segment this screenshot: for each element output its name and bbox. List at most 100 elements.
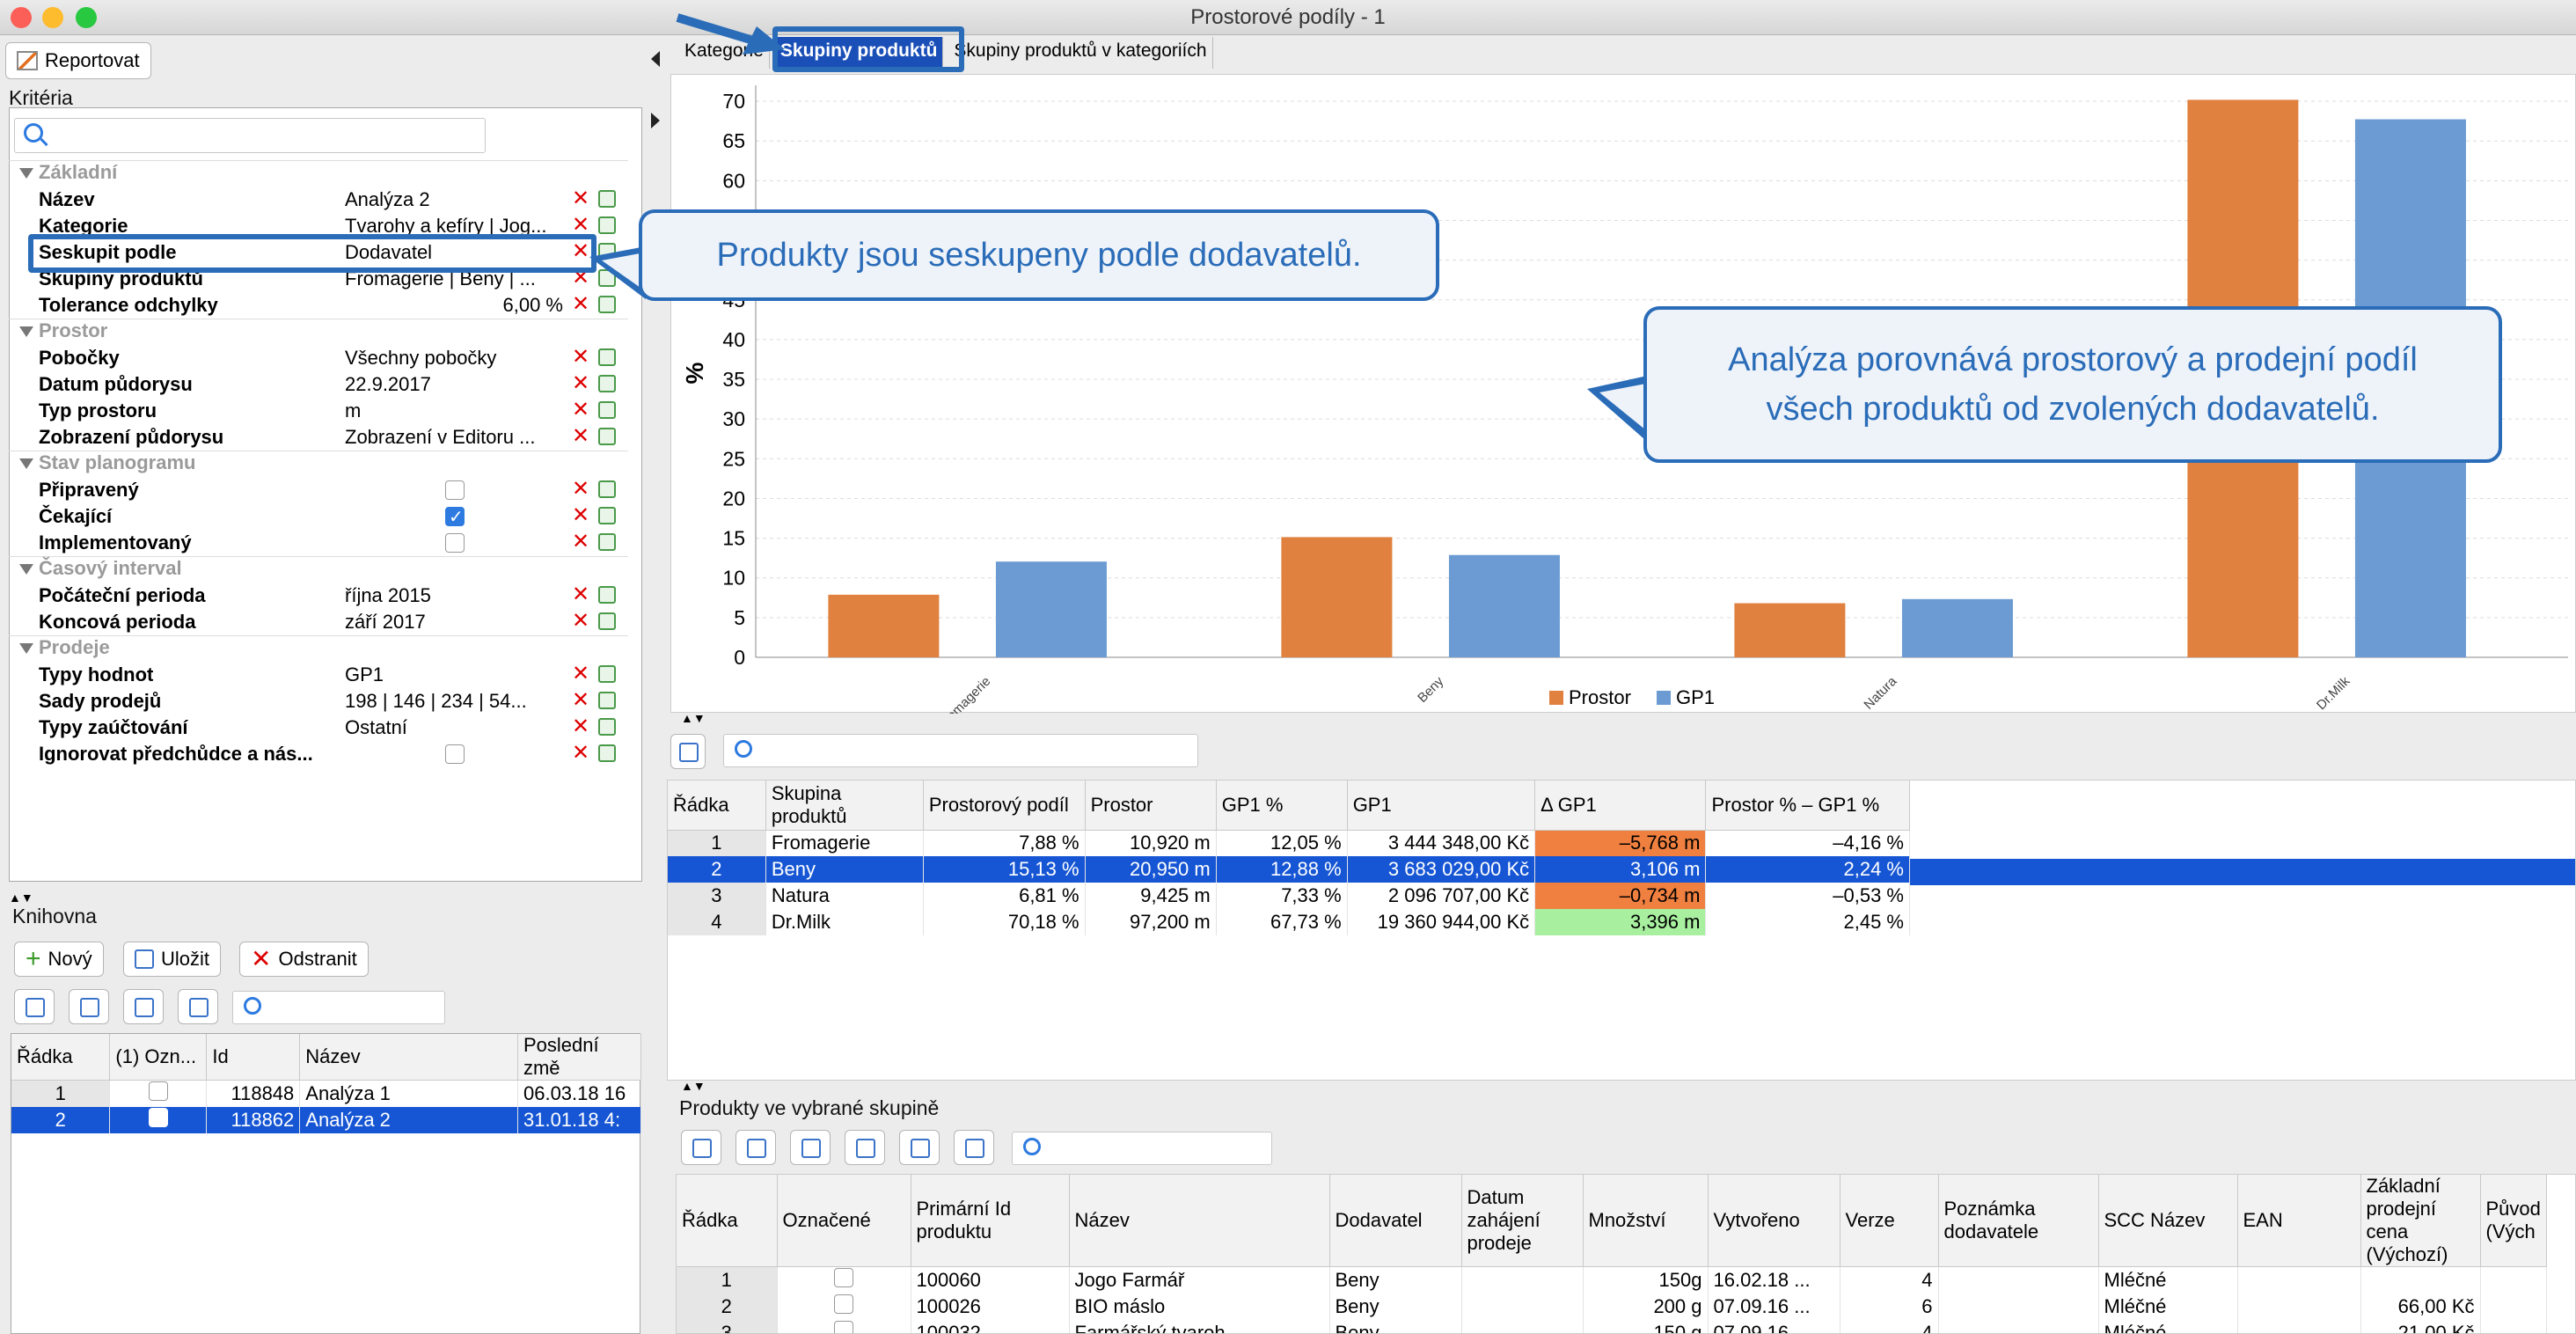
column-header[interactable]: Základní prodejní cena (Výchozí)	[2360, 1175, 2481, 1267]
column-header[interactable]: Verze	[1840, 1175, 1939, 1267]
help-tool[interactable]	[123, 989, 164, 1024]
delete-button[interactable]: ✕ Odstranit	[239, 942, 369, 977]
criteria-value[interactable]: října 2015	[345, 584, 431, 606]
criteria-checkbox[interactable]	[445, 506, 465, 528]
clear-icon[interactable]: ✕	[572, 688, 590, 712]
new-button[interactable]: + Nový	[14, 942, 104, 977]
criteria-row[interactable]: Připravený ✕	[9, 477, 628, 503]
table-row[interactable]: 4 Dr.Milk 70,18 % 97,200 m 67,73 % 19 360 944…	[668, 909, 1910, 935]
table-row[interactable]: 2 Beny 15,13 % 20,950 m 12,88 % 3 683 029,00 …	[668, 856, 1910, 883]
clear-icon[interactable]: ✕	[572, 530, 590, 553]
clear-icon[interactable]: ✕	[572, 239, 590, 263]
column-header[interactable]: Prostor	[1085, 781, 1217, 831]
criteria-value[interactable]: 198 | 146 | 234 | 54...	[345, 690, 527, 712]
zoom-window-button[interactable]	[76, 7, 97, 28]
table-row[interactable]: 3 Natura 6,81 % 9,425 m 7,33 % 2 096 707,00 K…	[668, 883, 1910, 909]
edit-icon[interactable]	[598, 533, 616, 551]
tab-product-groups[interactable]: Skupiny produktů	[774, 37, 944, 69]
criteria-checkbox[interactable]	[445, 533, 465, 553]
column-header[interactable]: Prostorový podíl	[923, 781, 1086, 831]
row-checkbox[interactable]	[834, 1294, 853, 1314]
column-header[interactable]: Řádka	[677, 1175, 778, 1267]
criteria-row[interactable]: Tolerance odchylky 6,00 % ✕	[9, 292, 628, 319]
criteria-group-header[interactable]: Prodeje	[9, 635, 628, 662]
criteria-value[interactable]: GP1	[345, 663, 384, 685]
criteria-checkbox[interactable]	[445, 480, 465, 500]
column-header[interactable]: Původ (Vých	[2480, 1175, 2547, 1267]
table-row[interactable]: 3 100032 Farmářský tvaroh Beny 150 g 07.09.16…	[677, 1319, 2547, 1333]
export-tool[interactable]	[670, 734, 706, 769]
criteria-group-header[interactable]: Základní	[9, 160, 628, 187]
clear-icon[interactable]: ✕	[572, 609, 590, 633]
edit-icon[interactable]	[598, 296, 616, 313]
edit-icon[interactable]	[598, 692, 616, 709]
column-header[interactable]: Δ GP1	[1534, 781, 1707, 831]
column-header[interactable]: Id	[206, 1034, 301, 1081]
edit-icon[interactable]	[598, 480, 616, 498]
column-header[interactable]: Řádka	[668, 781, 766, 831]
criteria-row[interactable]: Název Analýza 2 ✕	[9, 187, 628, 213]
criteria-row[interactable]: Implementovaný ✕	[9, 530, 628, 556]
minimize-window-button[interactable]	[42, 7, 63, 28]
criteria-group-header[interactable]: Časový interval	[9, 556, 628, 583]
column-header[interactable]: Poslední změ	[517, 1034, 642, 1081]
edit-icon[interactable]	[598, 190, 616, 208]
clear-icon[interactable]: ✕	[572, 292, 590, 316]
splitter-handle[interactable]: ▲▼	[681, 1079, 706, 1093]
edit-icon[interactable]	[598, 586, 616, 604]
group-search-input[interactable]	[723, 734, 1198, 767]
column-header[interactable]: Množství	[1583, 1175, 1709, 1267]
clear-icon[interactable]: ✕	[572, 662, 590, 685]
clear-icon[interactable]: ✕	[572, 741, 590, 765]
tab-product-groups-in-categories[interactable]: Skupiny produktů v kategoriích	[948, 37, 1213, 69]
criteria-value[interactable]: Ostatní	[345, 716, 407, 738]
criteria-row[interactable]: Typy hodnot GP1 ✕	[9, 662, 628, 688]
edit-icon[interactable]	[598, 216, 616, 234]
column-header[interactable]: EAN	[2237, 1175, 2361, 1267]
criteria-value[interactable]: m	[345, 399, 362, 421]
select-all-tool[interactable]	[681, 1130, 721, 1165]
close-window-button[interactable]	[11, 7, 32, 28]
criteria-row[interactable]: Ignorovat předchůdce a nás... ✕	[9, 741, 628, 767]
library-search-input[interactable]	[232, 991, 445, 1024]
column-header[interactable]: Prostor % – GP1 %	[1705, 781, 1910, 831]
table-row[interactable]: 2 100026 BIO máslo Beny 200 g 07.09.16 ... 6 Ml…	[677, 1293, 2547, 1320]
criteria-row[interactable]: Zobrazení půdorysu Zobrazení v Editoru ..…	[9, 424, 628, 451]
edit-icon[interactable]	[598, 375, 616, 392]
column-header[interactable]: Řádka	[11, 1034, 111, 1081]
criteria-row[interactable]: Sady prodejů 198 | 146 | 234 | 54... ✕	[9, 688, 628, 715]
list-tool[interactable]	[899, 1130, 940, 1165]
copy-tool[interactable]	[69, 989, 109, 1024]
column-header[interactable]: Název	[1069, 1175, 1330, 1267]
clear-icon[interactable]: ✕	[572, 371, 590, 395]
criteria-row[interactable]: Čekající ✕	[9, 503, 628, 530]
criteria-row[interactable]: Typ prostoru m ✕	[9, 398, 628, 424]
criteria-value[interactable]: září 2017	[345, 611, 426, 633]
column-header[interactable]: Datum zahájení prodeje	[1461, 1175, 1584, 1267]
criteria-group-header[interactable]: Prostor	[9, 319, 628, 345]
clear-icon[interactable]: ✕	[572, 715, 590, 738]
column-header[interactable]: SCC Název	[2098, 1175, 2238, 1267]
column-header[interactable]: Označené	[777, 1175, 911, 1267]
clear-icon[interactable]: ✕	[572, 213, 590, 237]
clear-icon[interactable]: ✕	[572, 477, 590, 501]
copy-tool[interactable]	[735, 1130, 776, 1165]
clear-icon[interactable]: ✕	[572, 398, 590, 421]
criteria-row[interactable]: Typy zaúčtování Ostatní ✕	[9, 715, 628, 741]
criteria-row[interactable]: Koncová perioda září 2017 ✕	[9, 609, 628, 635]
edit-icon[interactable]	[598, 612, 616, 630]
edit-icon[interactable]	[598, 665, 616, 683]
splitter-handle[interactable]: ▲▼	[681, 711, 706, 725]
criteria-row[interactable]: Seskupit podle Dodavatel ✕	[9, 239, 628, 266]
column-header[interactable]: GP1	[1347, 781, 1536, 831]
table-row[interactable]: 1 Fromagerie 7,88 % 10,920 m 12,05 % 3 444 34…	[668, 830, 1910, 856]
edit-icon[interactable]	[598, 507, 616, 524]
export-tool[interactable]	[178, 989, 218, 1024]
criteria-value[interactable]: Všechny pobočky	[345, 347, 497, 369]
table-row[interactable]: 1 118848 Analýza 1 06.03.18 16	[11, 1080, 642, 1107]
criteria-search-input[interactable]	[14, 118, 486, 153]
column-header[interactable]: Skupina produktů	[765, 781, 924, 831]
criteria-value[interactable]: 6,00 %	[502, 294, 564, 316]
column-header[interactable]: Dodavatel	[1329, 1175, 1462, 1267]
